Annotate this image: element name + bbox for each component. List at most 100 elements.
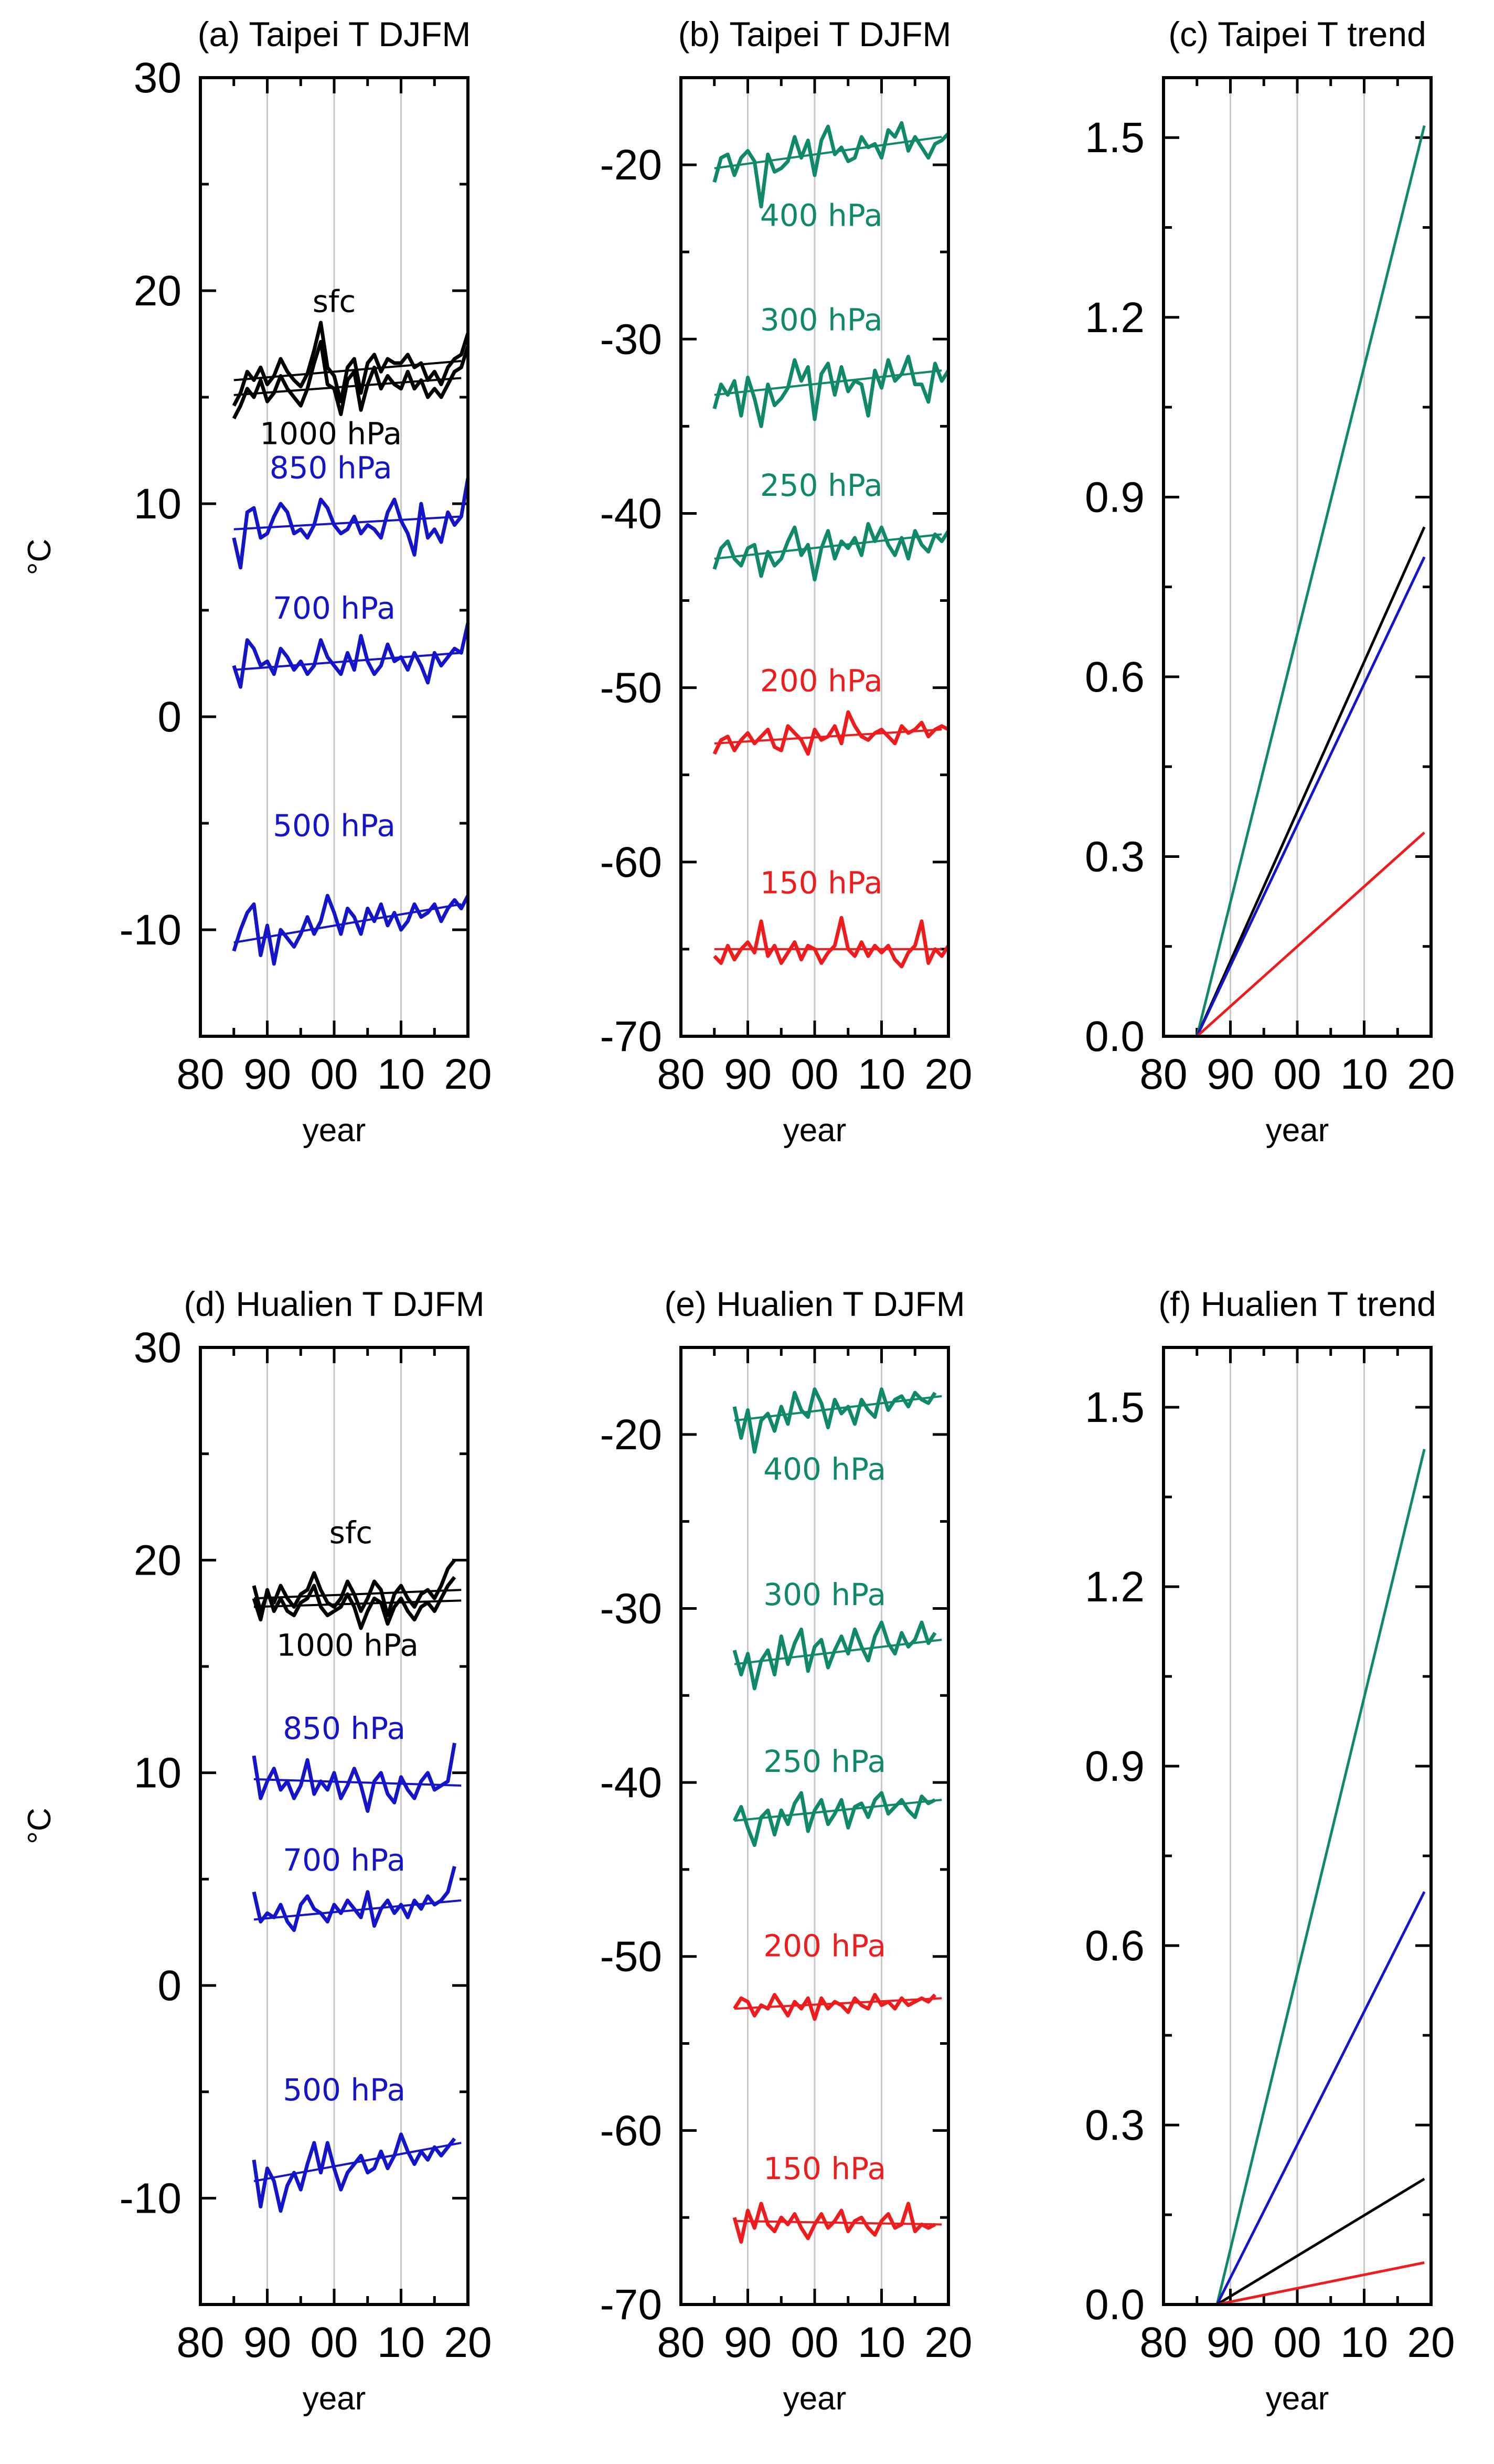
y-tick-label: 20 <box>134 267 182 315</box>
series-line-300-hpa <box>712 355 950 428</box>
level-label-250-hpa: 250 hPa <box>763 1744 886 1779</box>
trend-line <box>714 135 942 169</box>
level-label-700-hpa: 700 hPa <box>283 1842 405 1878</box>
y-tick-label: -20 <box>600 1411 662 1459</box>
trend-line <box>734 1997 942 2010</box>
x-tick-label: 90 <box>724 1050 772 1098</box>
y-tick-label: 0 <box>157 1962 182 2010</box>
y-tick-label: -10 <box>119 2174 182 2222</box>
x-tick-label: 20 <box>444 2319 492 2366</box>
level-label-500-hpa: 500 hPa <box>273 808 396 843</box>
x-tick-label: 20 <box>1407 2319 1455 2366</box>
x-tick-label: 80 <box>657 2319 705 2366</box>
panel-e: (e) Hualien T DJFM 400 hPa 300 hPa 250 hPa 2… <box>600 1284 972 2417</box>
y-tick-label: -60 <box>600 2107 662 2154</box>
x-tick-label: 90 <box>724 2319 772 2366</box>
trend-line <box>253 1589 462 1600</box>
trend-line <box>1215 1449 1426 2305</box>
y-tick-label: 0.0 <box>1085 1013 1145 1060</box>
level-label-150-hpa: 150 hPa <box>763 2151 886 2186</box>
y-tick-label: -40 <box>600 1759 662 1807</box>
x-tick-label: 00 <box>791 1050 838 1098</box>
panel-title: (c) Taipei T trend <box>1168 15 1426 54</box>
trend-line <box>233 652 462 671</box>
level-label-400-hpa: 400 hPa <box>760 197 883 233</box>
y-tick-label: 30 <box>134 1324 182 1372</box>
trend-line <box>1196 831 1425 1037</box>
trend-line <box>233 359 462 381</box>
series-line-300-hpa <box>732 1620 937 1691</box>
trend-line <box>734 1639 942 1665</box>
x-axis-label: year <box>1266 2381 1329 2417</box>
x-tick-label: 80 <box>1139 2319 1187 2366</box>
level-label-1000-hpa: 1000 hPa <box>276 1628 419 1663</box>
panel-title: (d) Hualien T DJFM <box>184 1284 484 1323</box>
y-tick-label: -50 <box>600 1933 662 1981</box>
x-tick-label: 20 <box>924 1050 972 1098</box>
level-label-250-hpa: 250 hPa <box>760 468 883 503</box>
trend-line <box>233 377 462 396</box>
trend-line <box>734 2219 942 2226</box>
trend-line <box>233 903 462 944</box>
y-tick-label: -60 <box>600 838 662 886</box>
trend-line <box>714 728 942 745</box>
panel-d: (d) Hualien T DJFM sfc 1000 hPa 850 hPa 700 … <box>22 1284 492 2417</box>
series-line-850-hpa <box>252 1743 456 1813</box>
y-tick-label: 1.5 <box>1085 1384 1145 1431</box>
x-axis-label: year <box>783 1112 847 1149</box>
panel-b: (b) Taipei T DJFM 400 hPa 300 hPa 250 hPa 20… <box>600 15 972 1149</box>
level-label-300-hpa: 300 hPa <box>763 1577 886 1612</box>
trend-line <box>1216 2261 1425 2306</box>
y-tick-label: 1.2 <box>1085 1563 1145 1611</box>
series-line-700-hpa <box>252 1866 456 1932</box>
x-tick-label: 00 <box>310 1050 358 1098</box>
y-tick-label: -10 <box>119 906 182 954</box>
x-tick-label: 80 <box>1139 1050 1187 1098</box>
x-tick-label: 10 <box>377 1050 425 1098</box>
level-label-400-hpa: 400 hPa <box>763 1451 886 1487</box>
y-tick-label: 0.3 <box>1085 2101 1145 2149</box>
panel-f: (f) Hualien T trend 80 90 00 10 20 0.0 0.3 0.6 0.… <box>1085 1284 1455 2417</box>
y-tick-label: 20 <box>134 1536 182 1584</box>
x-axis-label: year <box>783 2381 847 2417</box>
x-axis-label: year <box>303 1112 366 1149</box>
trend-line <box>734 1799 942 1822</box>
plot-frame <box>199 76 469 1038</box>
y-tick-label: 0 <box>157 693 182 741</box>
x-tick-label: 00 <box>1273 1050 1321 1098</box>
x-tick-label: 00 <box>310 2319 358 2366</box>
plot-frame <box>1162 1346 1433 2306</box>
x-tick-label: 90 <box>1207 1050 1254 1098</box>
level-label-850-hpa: 850 hPa <box>283 1711 405 1746</box>
series-line-250-hpa <box>712 522 950 582</box>
y-axis-label: °C <box>22 539 58 576</box>
x-tick-label: 00 <box>1273 2319 1321 2366</box>
y-tick-label: 0.3 <box>1085 833 1145 880</box>
trend-line <box>714 533 942 560</box>
y-tick-label: -40 <box>600 490 662 537</box>
y-tick-label: 0.9 <box>1085 1743 1145 1790</box>
level-label-sfc: sfc <box>329 1515 373 1550</box>
series-line-400-hpa <box>712 121 950 209</box>
y-tick-label: 0.6 <box>1085 1922 1145 1970</box>
panel-c: (c) Taipei T trend 80 90 00 10 20 0.0 0.3 0.6 0.9… <box>1085 15 1455 1149</box>
x-axis-label: year <box>1266 1112 1329 1149</box>
plot-frame <box>199 1346 469 2306</box>
x-tick-label: 10 <box>1340 1050 1388 1098</box>
y-tick-label: 10 <box>134 480 182 528</box>
series-line-200-hpa <box>733 1993 937 2021</box>
panel-title: (a) Taipei T DJFM <box>198 15 471 54</box>
y-tick-label: 30 <box>134 54 182 102</box>
series-line-1000-hpa <box>252 1576 456 1630</box>
y-tick-label: -70 <box>600 2281 662 2329</box>
panel-title: (e) Hualien T DJFM <box>664 1284 965 1323</box>
series-line-500-hpa <box>232 894 470 966</box>
level-label-700-hpa: 700 hPa <box>273 590 396 626</box>
x-tick-label: 10 <box>1340 2319 1388 2366</box>
trend-line <box>1196 526 1426 1037</box>
x-tick-label: 80 <box>657 1050 705 1098</box>
x-tick-label: 10 <box>377 2319 425 2366</box>
